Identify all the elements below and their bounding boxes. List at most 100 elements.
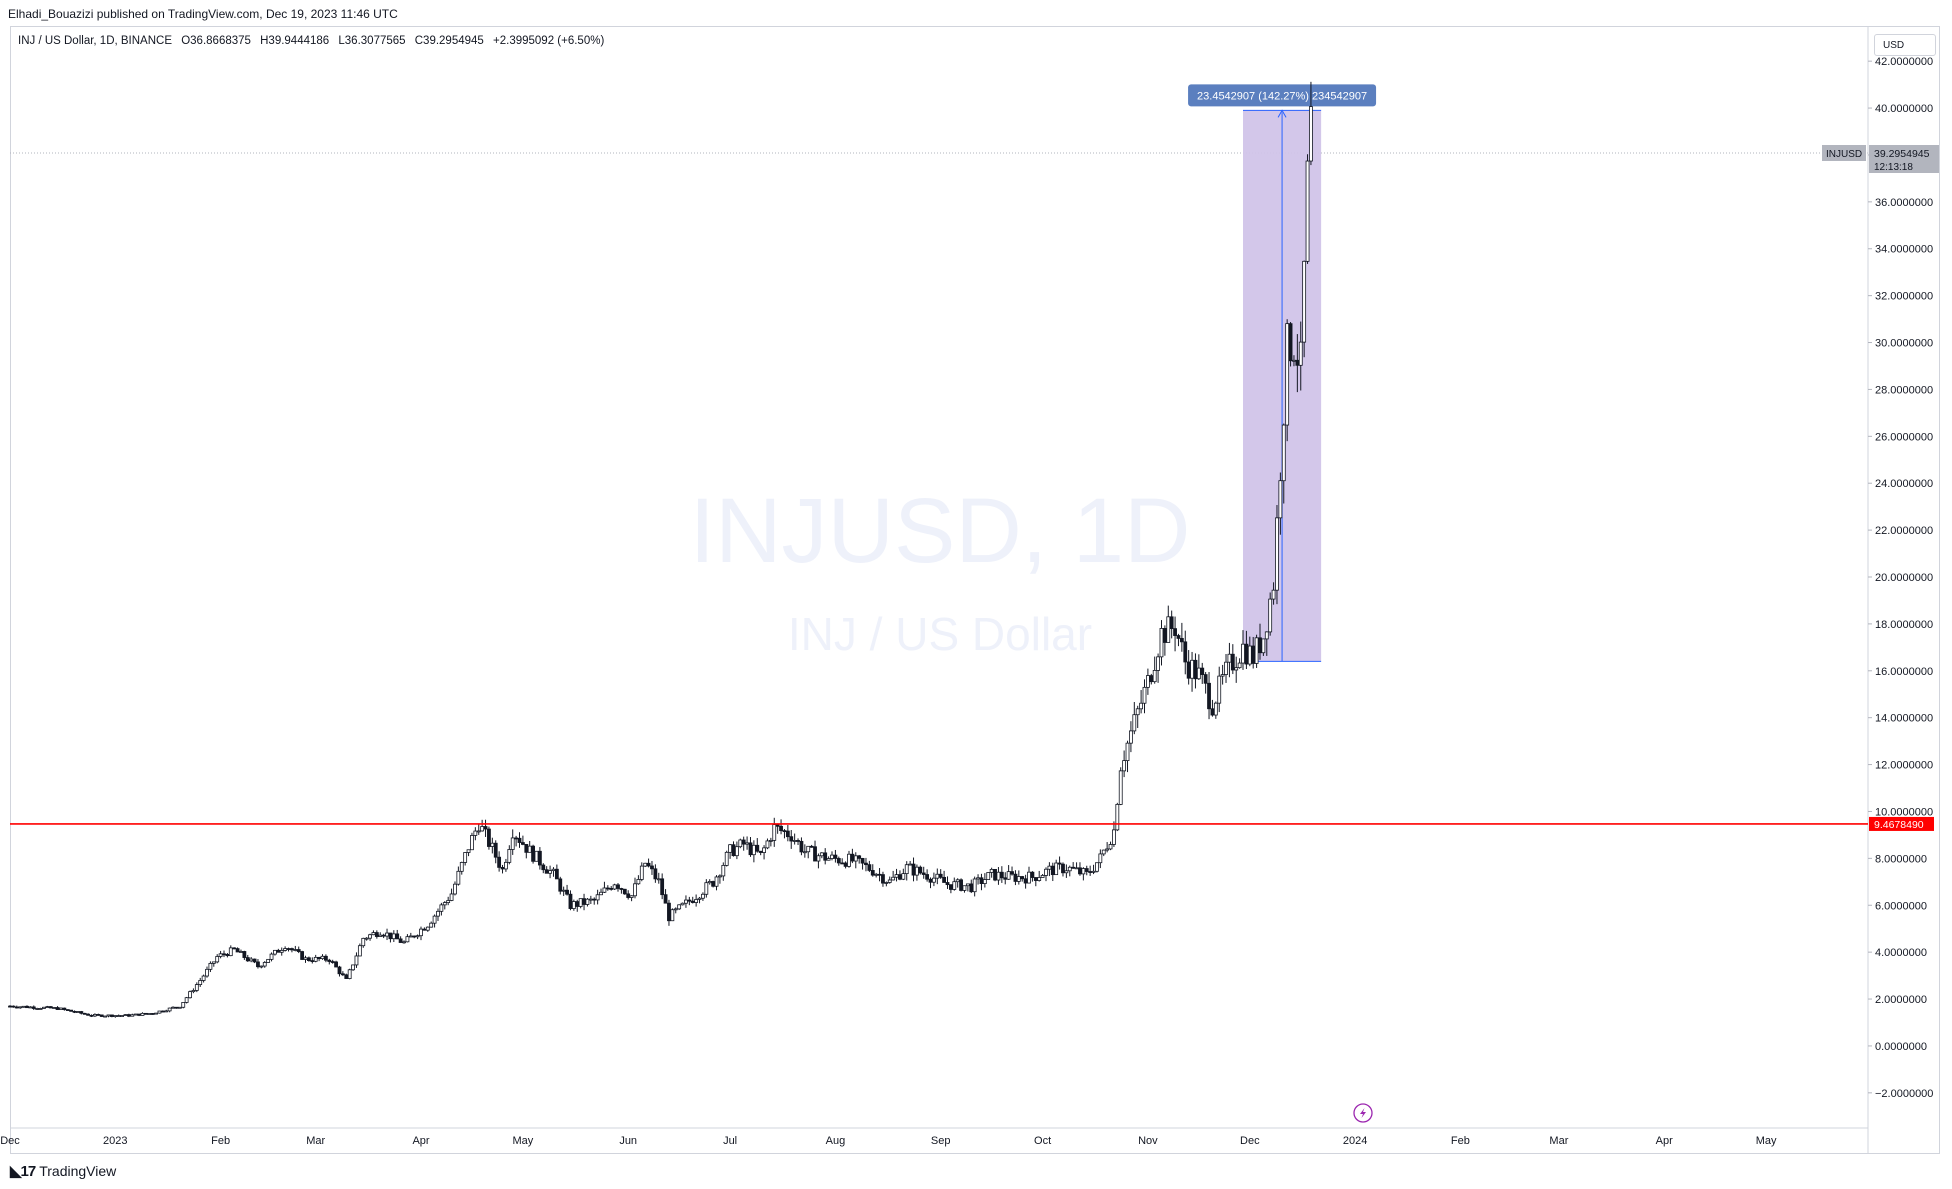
lightning-icon[interactable]	[1353, 1103, 1373, 1123]
price-tick-label: 32.0000000	[1875, 291, 1933, 303]
candle-body	[541, 864, 546, 871]
candle-body	[1162, 628, 1167, 643]
candle-body	[1264, 631, 1269, 640]
time-tick-label: Feb	[211, 1135, 230, 1147]
price-tick-label: 20.0000000	[1875, 572, 1933, 584]
candle-body	[1288, 323, 1293, 362]
candle-body	[1285, 323, 1290, 426]
candle-body	[368, 934, 372, 939]
candle-body	[819, 852, 824, 857]
candle-body	[286, 948, 291, 950]
candle-body	[802, 851, 807, 854]
candle-body	[830, 854, 834, 859]
candle-body	[585, 898, 590, 905]
candle-body	[497, 856, 502, 868]
candle-body	[1220, 674, 1225, 677]
symbol-tag	[1822, 145, 1866, 161]
candle-body	[568, 893, 573, 909]
candle-body	[1281, 424, 1286, 482]
price-axis[interactable]: 42.000000040.000000038.000000036.0000000…	[1868, 56, 1933, 1100]
candle-body	[1210, 708, 1215, 716]
time-tick-label: 2024	[1343, 1135, 1367, 1147]
candle-body	[1142, 686, 1147, 704]
candle-body	[1298, 341, 1303, 366]
candle-body	[894, 874, 899, 878]
time-tick-label: Dec	[1240, 1135, 1260, 1147]
candle-body	[18, 1006, 23, 1009]
candle-body	[870, 870, 875, 876]
candle-body	[789, 836, 794, 842]
legend-high: H39.9444186	[260, 35, 330, 47]
candle-body	[1081, 868, 1086, 875]
candle-body	[976, 877, 980, 880]
candle-body	[531, 845, 535, 862]
candle-body	[1254, 637, 1259, 664]
candle-body	[436, 910, 440, 917]
candle-body	[999, 871, 1004, 879]
candle-body	[633, 883, 637, 897]
candle-body	[911, 863, 916, 876]
candle-body	[283, 948, 288, 951]
candle-body	[160, 1010, 165, 1013]
candle-body	[123, 1014, 128, 1016]
candle-body	[147, 1013, 152, 1015]
candle-body	[605, 887, 610, 890]
candle-body	[211, 961, 216, 964]
candle-body	[45, 1006, 50, 1008]
legend-symbol[interactable]: INJ / US Dollar, 1D, BINANCE	[18, 35, 173, 47]
candle-body	[1176, 635, 1181, 639]
candle-body	[1152, 670, 1157, 683]
candle-body	[544, 869, 549, 874]
candle-body	[738, 839, 743, 848]
candle-body	[483, 826, 488, 830]
candle-body	[344, 974, 349, 979]
candle-body	[364, 937, 369, 940]
candle-body	[619, 888, 624, 890]
candle-body	[1135, 708, 1140, 716]
candle-body	[239, 951, 243, 953]
candle-body	[130, 1014, 135, 1017]
candle-body	[330, 961, 335, 963]
candle-body	[96, 1014, 101, 1016]
candle-body	[1207, 682, 1211, 710]
candle-body	[310, 960, 315, 962]
price-tick-label: 4.0000000	[1875, 947, 1927, 959]
candle-body	[8, 1005, 12, 1008]
candle-body	[874, 873, 879, 876]
price-range-tool[interactable]: 23.4542907 (142.27%) 234542907	[1188, 84, 1377, 662]
price-tick-label: 14.0000000	[1875, 713, 1933, 725]
tradingview-mark-icon: ◣17	[10, 1163, 36, 1180]
candle-body	[714, 876, 719, 887]
time-tick-label: Jul	[723, 1135, 737, 1147]
time-tick-label: May	[1756, 1135, 1777, 1147]
candle-body	[99, 1014, 104, 1017]
time-axis[interactable]: Dec 2023 Feb Mar Apr May Jun Jul Aug Sep Oct Nov Dec…	[0, 1135, 1777, 1147]
candle-body	[932, 877, 936, 883]
candle-body	[1006, 871, 1011, 880]
candle-body	[901, 873, 906, 880]
candle-body	[751, 844, 756, 856]
candle-body	[218, 953, 223, 957]
candle-body	[323, 955, 328, 961]
candle-body	[881, 874, 885, 884]
candle-body	[588, 898, 593, 901]
candle-body	[106, 1014, 111, 1017]
candle-body	[432, 915, 437, 924]
candle-body	[806, 845, 811, 853]
tradingview-logo[interactable]: ◣17 TradingView	[10, 1162, 116, 1180]
currency-button[interactable]: USD	[1874, 34, 1936, 56]
candle-body	[103, 1015, 108, 1018]
candle-body	[1037, 877, 1042, 881]
candle-body	[334, 961, 338, 968]
candle-body	[701, 893, 705, 899]
candle-body	[245, 957, 250, 962]
candle-body	[548, 870, 552, 874]
candle-body	[1247, 645, 1252, 665]
candle-body	[1057, 862, 1062, 865]
candle-body	[408, 935, 413, 938]
candle-body	[847, 853, 851, 867]
price-tick-label: 40.0000000	[1875, 103, 1933, 115]
candle-body	[504, 861, 508, 870]
candle-body	[252, 958, 257, 963]
